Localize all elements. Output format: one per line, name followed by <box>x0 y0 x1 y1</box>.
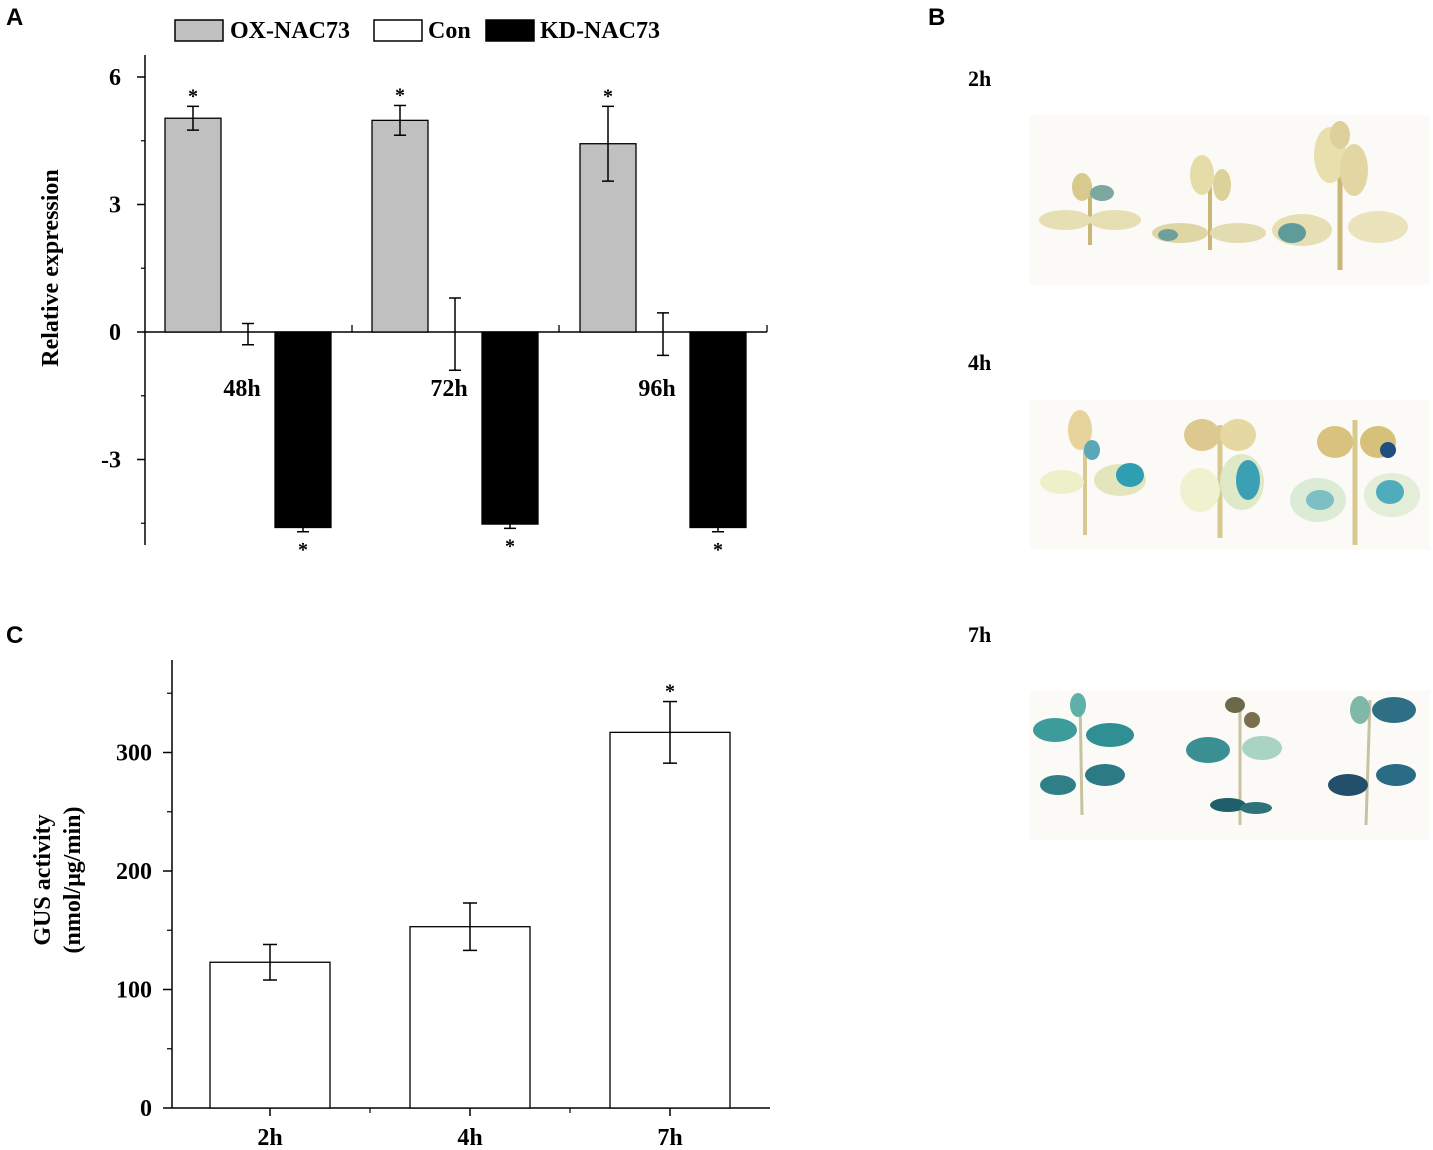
y-tick-label: 6 <box>109 65 121 91</box>
bar-4h <box>409 926 531 1109</box>
y-tick-label: 3 <box>109 193 121 219</box>
legend-label-ox-nac73: OX-NAC73 <box>230 18 350 44</box>
row-label-4h: 4h <box>968 350 992 375</box>
x-category-label: 7h <box>657 1125 682 1150</box>
bar-7h <box>609 731 731 1109</box>
legend-swatch-con <box>373 19 423 42</box>
row-label-7h: 7h <box>968 622 992 647</box>
seedling-7h-1 <box>1033 693 1134 816</box>
y-axis-label: Relative expression <box>38 169 64 367</box>
y-tick-label: 200 <box>116 859 152 885</box>
x-category-label: 2h <box>257 1125 282 1150</box>
x-category-label: 4h <box>457 1125 482 1150</box>
seedling-2h-3 <box>1272 121 1408 270</box>
y-tick-label: 300 <box>116 741 152 767</box>
gus-stained-seedlings-2h <box>1030 115 1430 285</box>
panel-letter-a: A <box>6 4 24 31</box>
x-category-label: 96h <box>638 376 675 402</box>
seedling-4h-2 <box>1180 419 1264 538</box>
bar-kd-nac73-96h <box>689 331 747 529</box>
bar-kd-nac73-48h <box>274 331 332 529</box>
bar-2h <box>209 961 331 1109</box>
significance-star: * <box>713 539 723 560</box>
y-axis-label-line1: GUS activity <box>30 814 56 945</box>
x-category-label: 48h <box>223 376 260 402</box>
panel-letter-c: C <box>6 622 24 649</box>
y-axis-label: GUS activity (nmol/μg/min) <box>30 807 86 954</box>
legend-swatch-kd-nac73 <box>485 19 535 42</box>
x-category-label: 72h <box>430 376 467 402</box>
legend-label-con: Con <box>428 18 471 44</box>
significance-star: * <box>603 85 613 107</box>
y-tick-label: 100 <box>116 978 152 1004</box>
panel-letter-b: B <box>928 4 946 31</box>
significance-star: * <box>395 84 405 106</box>
chart-a-relative-expression: OX-NAC73 Con KD-NAC73 6 3 0 -3 Relative express… <box>38 18 768 560</box>
y-axis-label-line2: (nmol/μg/min) <box>60 807 86 954</box>
chart-c-gus-activity: 0 100 200 300 GUS activity (nmol/μg/min) 2h 4h *… <box>30 660 770 1150</box>
seedling-7h-2 <box>1186 697 1282 825</box>
significance-star: * <box>188 85 198 107</box>
seedling-7h-3 <box>1328 696 1416 826</box>
legend-label-kd-nac73: KD-NAC73 <box>540 18 660 44</box>
bar-ox-nac73-48h <box>164 117 222 333</box>
seedling-4h-1 <box>1040 410 1146 535</box>
seedling-2h-2 <box>1152 155 1266 250</box>
significance-star: * <box>505 535 515 557</box>
gus-stained-seedlings-4h <box>1030 400 1430 550</box>
row-label-2h: 2h <box>968 66 992 91</box>
y-tick-label: 0 <box>140 1096 152 1122</box>
bar-ox-nac73-72h <box>371 119 429 333</box>
significance-star: * <box>298 539 308 560</box>
legend-swatch-ox-nac73 <box>174 19 224 42</box>
significance-star: * <box>665 681 675 703</box>
bar-kd-nac73-72h <box>481 331 539 525</box>
seedling-2h-1 <box>1039 173 1141 245</box>
y-tick-label: 0 <box>109 320 121 346</box>
gus-stained-seedlings-7h <box>1030 690 1430 840</box>
seedling-4h-3 <box>1290 420 1420 545</box>
y-tick-label: -3 <box>101 448 121 474</box>
